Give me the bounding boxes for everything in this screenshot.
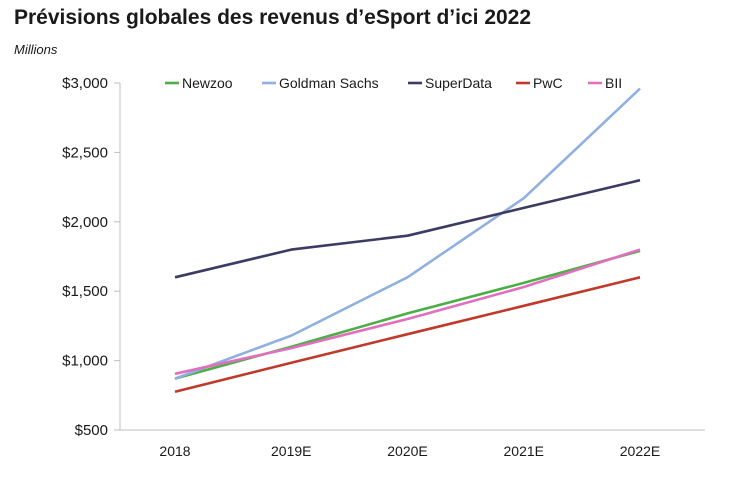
x-tick-label: 2019E <box>271 443 311 459</box>
legend-label-goldman-sachs: Goldman Sachs <box>279 75 379 91</box>
y-tick-label: $1,000 <box>62 353 108 370</box>
y-tick-label: $3,000 <box>62 75 108 92</box>
x-tick-label: 2022E <box>620 443 660 459</box>
series-line-bii <box>174 248 641 376</box>
legend-label-newzoo: Newzoo <box>182 75 233 91</box>
series-line-superdata <box>174 178 641 279</box>
chart-title: Prévisions globales des revenus d’eSport… <box>14 6 532 29</box>
y-tick-label: $1,500 <box>62 283 108 300</box>
y-tick-label: $2,000 <box>62 214 108 231</box>
legend-label-bii: BII <box>605 75 622 91</box>
x-tick-label: 2020E <box>387 443 427 459</box>
legend-label-superdata: SuperData <box>425 75 492 91</box>
y-tick-label: $500 <box>75 422 108 439</box>
x-tick-label: 2021E <box>504 443 544 459</box>
x-tick-label: 2018 <box>159 443 190 459</box>
series-line-pwc <box>174 276 641 394</box>
legend-label-pwc: PwC <box>533 75 563 91</box>
y-tick-label: $2,500 <box>62 144 108 161</box>
series-line-goldman-sachs <box>174 87 641 380</box>
y-axis-unit-label: Millions <box>14 42 58 57</box>
